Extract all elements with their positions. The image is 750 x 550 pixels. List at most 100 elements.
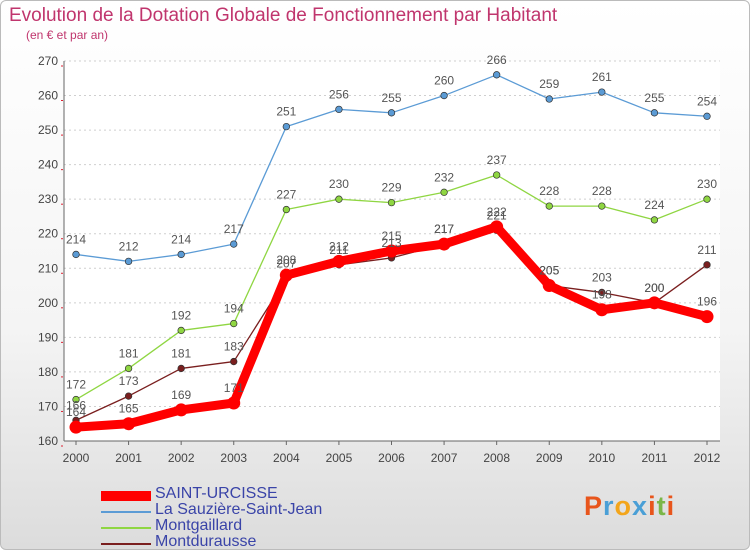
data-label: 212 (119, 239, 139, 253)
legend-label: SAINT-URCISSE (155, 485, 278, 502)
y-tick-label: 210 (38, 261, 58, 275)
data-point (650, 109, 659, 117)
data-label: 169 (171, 388, 191, 402)
data-label: 212 (329, 239, 349, 253)
data-label: 224 (644, 198, 664, 212)
data-point (440, 91, 448, 100)
data-point (69, 420, 83, 434)
data-label: 171 (224, 381, 244, 395)
data-label: 255 (381, 91, 401, 105)
data-label: 214 (171, 232, 191, 246)
data-point (177, 250, 185, 259)
logo-letter: i (666, 491, 676, 521)
data-point (230, 319, 238, 328)
data-point (493, 171, 501, 179)
data-point (700, 310, 714, 324)
data-point (385, 244, 398, 258)
data-label: 200 (644, 281, 664, 295)
data-point (598, 288, 606, 297)
data-label: 229 (381, 181, 401, 195)
chart-subtitle: (en € et par an) (26, 28, 109, 42)
data-point (598, 88, 606, 96)
data-point (440, 188, 448, 196)
data-point (72, 395, 80, 404)
data-label: 165 (119, 402, 139, 416)
data-label: 259 (539, 77, 559, 91)
data-label: 261 (592, 70, 612, 84)
y-tick-label: 270 (38, 54, 58, 68)
data-point (282, 122, 290, 131)
data-point (703, 112, 711, 120)
logo-letter: x (632, 491, 649, 521)
data-point (387, 109, 396, 117)
legend-label: Montgaillard (155, 517, 243, 534)
x-tick-label: 2006 (378, 451, 405, 465)
data-label: 172 (66, 378, 86, 392)
data-point (490, 220, 504, 234)
legend-swatch (101, 491, 151, 501)
data-point (282, 205, 290, 214)
data-point (493, 71, 501, 79)
data-point (647, 296, 661, 310)
data-label: 198 (592, 288, 612, 302)
data-label: 222 (487, 205, 507, 219)
data-label: 211 (329, 243, 348, 257)
x-tick-label: 2011 (642, 451, 668, 465)
data-label: 205 (539, 264, 559, 278)
data-label: 173 (119, 374, 139, 388)
data-label: 266 (487, 53, 507, 67)
data-label: 181 (119, 346, 139, 360)
data-point (230, 240, 238, 248)
x-tick-label: 2007 (431, 451, 458, 465)
data-label: 194 (224, 302, 244, 316)
x-tick-label: 2012 (694, 451, 721, 465)
data-point (335, 105, 343, 114)
data-label: 230 (697, 177, 717, 191)
data-label: 230 (329, 177, 349, 191)
x-tick-label: 2005 (326, 451, 353, 465)
legend-swatch (101, 527, 151, 529)
x-tick-label: 2010 (588, 451, 615, 465)
logo-letter: r (603, 491, 615, 521)
legend-swatch (101, 511, 151, 513)
data-point (545, 95, 553, 103)
data-label: 232 (434, 170, 454, 184)
data-point (177, 364, 185, 373)
data-point (72, 250, 80, 259)
data-point (332, 254, 346, 268)
data-label: 255 (644, 91, 664, 105)
y-tick-label: 230 (38, 192, 58, 206)
data-label: 214 (66, 232, 86, 246)
data-label: 213 (381, 236, 401, 250)
data-label: 227 (276, 188, 296, 202)
logo-letter: t (656, 491, 667, 521)
chart-title: Evolution de la Dotation Globale de Fonc… (9, 5, 558, 26)
data-label: 228 (539, 184, 559, 198)
data-label: 196 (697, 295, 717, 309)
proxiti-logo: Proxiti (584, 491, 675, 522)
data-point (124, 392, 133, 400)
data-point (124, 257, 133, 266)
y-tick-label: 170 (38, 399, 58, 413)
x-tick-label: 2003 (220, 451, 247, 465)
data-label: 221 (487, 208, 507, 222)
y-tick-label: 220 (38, 227, 58, 241)
y-tick-label: 260 (38, 89, 58, 103)
data-label: 228 (592, 184, 612, 198)
legend-label: Montdurausse (155, 533, 257, 550)
data-point (279, 268, 293, 282)
x-tick-label: 2009 (536, 451, 563, 465)
data-point (437, 237, 451, 251)
data-point (177, 326, 185, 335)
data-point (174, 403, 188, 417)
data-label: 260 (434, 74, 454, 88)
y-tick-label: 200 (38, 296, 58, 310)
data-point (227, 396, 241, 410)
x-tick-label: 2004 (273, 451, 300, 465)
y-tick-label: 250 (38, 123, 58, 137)
data-point (703, 261, 711, 269)
data-label: 192 (171, 308, 191, 322)
data-label: 205 (539, 264, 559, 278)
data-point (387, 198, 396, 207)
